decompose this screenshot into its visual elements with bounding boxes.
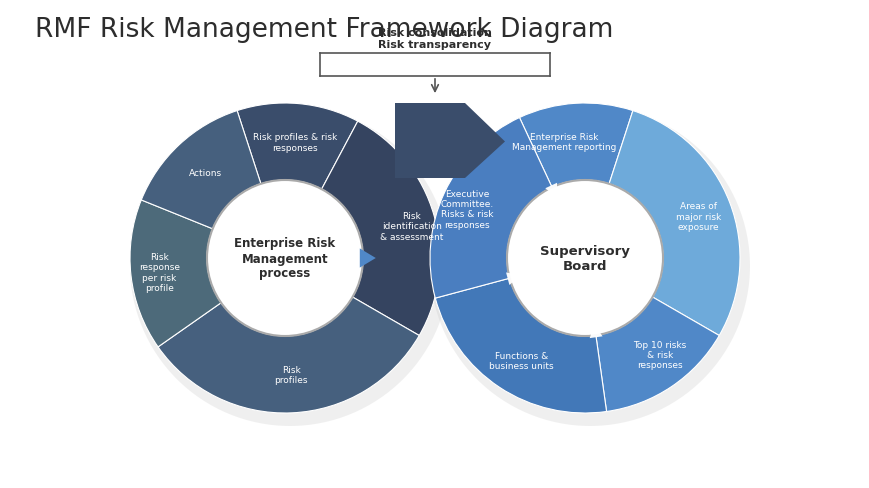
Wedge shape [141,111,261,229]
Polygon shape [545,183,556,198]
Polygon shape [360,249,375,268]
Circle shape [507,181,662,336]
Text: RMF Risk Management Framework Diagram: RMF Risk Management Framework Diagram [35,17,613,43]
Wedge shape [519,104,632,188]
Polygon shape [589,325,602,339]
Text: Risk
identification
& assessment: Risk identification & assessment [380,212,443,241]
Text: Actions: Actions [189,169,222,178]
Text: Enterprise Risk
Management reporting: Enterprise Risk Management reporting [511,133,615,152]
Wedge shape [434,279,606,413]
Wedge shape [595,297,719,412]
Ellipse shape [129,107,449,426]
Text: Risk profiles & risk
responses: Risk profiles & risk responses [253,133,337,152]
Text: Functions &
business units: Functions & business units [488,351,554,371]
Circle shape [207,181,362,336]
Text: Risk
response
per risk
profile: Risk response per risk profile [139,253,180,293]
Text: Supervisory
Board: Supervisory Board [540,244,629,272]
Text: Risk
profiles: Risk profiles [274,365,308,384]
Wedge shape [322,122,440,336]
Text: Enterprise Risk
Management
process: Enterprise Risk Management process [234,237,335,280]
Polygon shape [395,104,504,179]
Wedge shape [429,118,552,299]
Text: Executive
Committee.
Risks & risk
responses: Executive Committee. Risks & risk respon… [441,189,494,229]
Wedge shape [237,104,357,190]
Text: Risk consolidation
Risk transparency: Risk consolidation Risk transparency [378,28,491,50]
Ellipse shape [429,107,749,426]
Text: Top 10 risks
& risk
responses: Top 10 risks & risk responses [633,340,686,370]
Text: Areas of
major risk
exposure: Areas of major risk exposure [675,202,720,232]
Wedge shape [158,297,419,413]
Wedge shape [608,111,740,336]
Wedge shape [129,201,221,347]
Polygon shape [506,273,520,285]
